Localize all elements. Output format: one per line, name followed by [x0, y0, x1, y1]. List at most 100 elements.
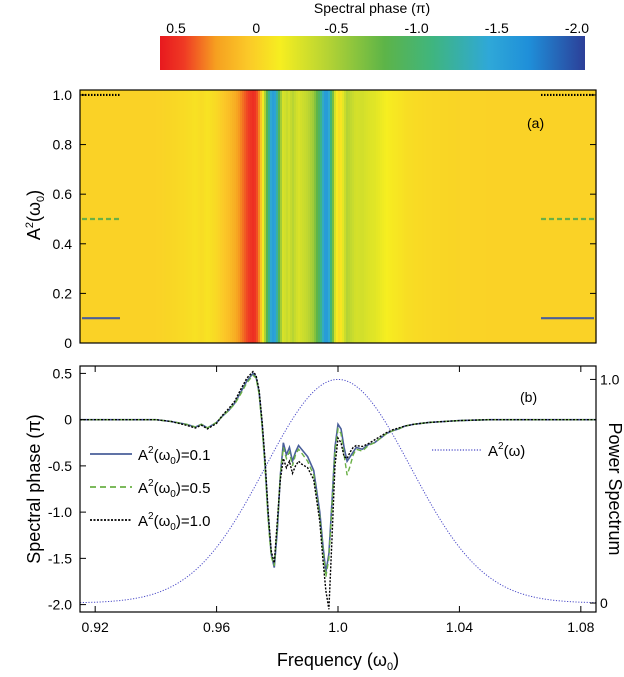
heatmap-strip — [114, 90, 117, 343]
heatmap-strip — [182, 90, 185, 343]
heatmap-strip — [510, 90, 513, 343]
heatmap-strip — [538, 90, 541, 343]
heatmap-strip — [520, 90, 523, 343]
phase-heatmap — [80, 90, 597, 343]
y-tick-label: -0.5 — [48, 458, 72, 474]
heatmap-strip — [192, 90, 195, 343]
heatmap-strip — [404, 90, 407, 343]
x-axis-label: Frequency (ω0) — [277, 650, 399, 673]
heatmap-strip — [428, 90, 431, 343]
heatmap-strip — [546, 90, 549, 343]
heatmap-strip — [116, 90, 119, 343]
panel-b: 0.92 0.96 1.0 1.04 1.08 0.5 0 -0.5 -1.0 -1.5 -2.0 1… — [24, 365, 624, 673]
heatmap-strip — [310, 90, 313, 343]
heatmap-strip — [530, 90, 533, 343]
heatmap-strip — [460, 90, 463, 343]
heatmap-strip — [294, 90, 297, 343]
heatmap-strip — [524, 90, 527, 343]
heatmap-strip — [290, 90, 293, 343]
heatmap-strip — [328, 90, 331, 343]
heatmap-strip — [370, 90, 373, 343]
heatmap-strip — [112, 90, 115, 343]
heatmap-strip — [152, 90, 155, 343]
heatmap-strip — [188, 90, 191, 343]
heatmap-strip — [360, 90, 363, 343]
heatmap-strip — [300, 90, 303, 343]
heatmap-strip — [474, 90, 477, 343]
heatmap-strip — [544, 90, 547, 343]
heatmap-strip — [138, 90, 141, 343]
heatmap-strip — [412, 90, 415, 343]
panel-a-y-tick-label: 0 — [64, 335, 72, 351]
heatmap-strip — [522, 90, 525, 343]
heatmap-strip — [534, 90, 537, 343]
heatmap-strip — [384, 90, 387, 343]
heatmap-strip — [458, 90, 461, 343]
heatmap-strip — [96, 90, 99, 343]
heatmap-strip — [202, 90, 205, 343]
heatmap-strip — [346, 90, 349, 343]
heatmap-strip — [176, 90, 179, 343]
heatmap-strip — [514, 90, 517, 343]
legend-power-spectrum: A2(ω) — [432, 441, 525, 460]
heatmap-strip — [434, 90, 437, 343]
heatmap-strip — [272, 90, 275, 343]
heatmap-strip — [236, 90, 239, 343]
series-line-dotted — [80, 370, 596, 610]
x-tick-label: 0.96 — [203, 619, 230, 635]
heatmap-strip — [306, 90, 309, 343]
heatmap-strip — [576, 90, 579, 343]
heatmap-strip — [518, 90, 521, 343]
heatmap-strip — [456, 90, 459, 343]
heatmap-strip — [146, 90, 149, 343]
heatmap-strip — [242, 90, 245, 343]
heatmap-strip — [140, 90, 143, 343]
heatmap-strip — [556, 90, 559, 343]
heatmap-strip — [90, 90, 93, 343]
heatmap-strip — [178, 90, 181, 343]
panel-a-frame — [79, 89, 597, 344]
heatmap-strip — [302, 90, 305, 343]
heatmap-strip — [228, 90, 231, 343]
heatmap-strip — [312, 90, 315, 343]
heatmap-strip — [308, 90, 311, 343]
heatmap-strip — [134, 90, 137, 343]
series-line-solid — [80, 372, 596, 573]
heatmap-strip — [476, 90, 479, 343]
heatmap-strip — [102, 90, 105, 343]
heatmap-strip — [128, 90, 131, 343]
heatmap-strip — [502, 90, 505, 343]
heatmap-strip — [224, 90, 227, 343]
heatmap-strip — [550, 90, 553, 343]
heatmap-strip — [248, 90, 251, 343]
heatmap-strip — [414, 90, 417, 343]
y2-tick-label: 0 — [600, 595, 608, 611]
heatmap-strip — [552, 90, 555, 343]
heatmap-strip — [314, 90, 317, 343]
heatmap-strip — [422, 90, 425, 343]
heatmap-strip — [184, 90, 187, 343]
heatmap-strip — [252, 90, 255, 343]
colorbar: Spectral phase (π) 0.5 0 -0.5 -1.0 -1.5 -2.0 — [160, 0, 589, 70]
heatmap-strip — [332, 90, 335, 343]
heatmap-strip — [372, 90, 375, 343]
heatmap-strip — [274, 90, 277, 343]
heatmap-strip — [462, 90, 465, 343]
heatmap-strip — [270, 90, 273, 343]
heatmap-strip — [450, 90, 453, 343]
heatmap-strip — [366, 90, 369, 343]
panel-a-y-tick-label: 0.8 — [53, 137, 73, 153]
heatmap-strip — [172, 90, 175, 343]
heatmap-strip — [212, 90, 215, 343]
heatmap-strip — [580, 90, 583, 343]
heatmap-strip — [446, 90, 449, 343]
heatmap-strip — [276, 90, 279, 343]
heatmap-strip — [98, 90, 101, 343]
heatmap-strip — [284, 90, 287, 343]
panel-b-y-axis-label: Spectral phase (π) — [24, 414, 44, 563]
legend: A2(ω0)=0.1 A2(ω0)=0.5 A2(ω0)=1.0 — [90, 445, 210, 533]
heatmap-strip — [296, 90, 299, 343]
heatmap-strip — [440, 90, 443, 343]
heatmap-strip — [204, 90, 207, 343]
heatmap-strip — [100, 90, 103, 343]
